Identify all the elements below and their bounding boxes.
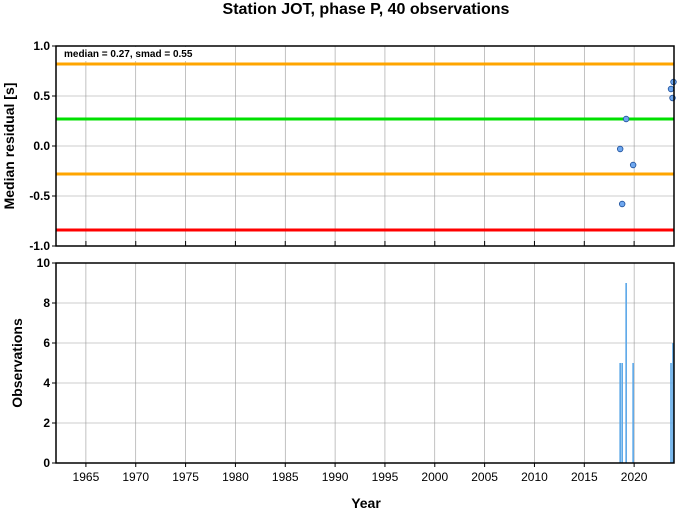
observation-bars [619,283,674,463]
year-tick-label-2015: 2015 [571,470,598,484]
year-tick-label-2020: 2020 [621,470,648,484]
year-tick-label-2005: 2005 [471,470,498,484]
observation-bar-2 [625,283,627,463]
observations-plot-frame [55,262,675,464]
year-tick-label-1965: 1965 [73,470,100,484]
year-tick-label-1970: 1970 [122,470,149,484]
chart-title: Station JOT, phase P, 40 observations [223,1,510,18]
year-tick-label-1985: 1985 [272,470,299,484]
observations-gridlines [56,262,674,464]
residual-y-ticks: 1.0 0.5 0.0 -0.5 -1.0 [29,39,56,253]
residual-ytick-label-3: -0.5 [29,189,50,203]
year-tick-label-1990: 1990 [322,470,349,484]
median-smad-annotation: median = 0.27, smad = 0.55 [64,49,193,60]
residual-ytick-label-0: 1.0 [33,39,50,53]
residual-gridlines [56,45,674,247]
year-tick-label-1995: 1995 [372,470,399,484]
residual-points [616,78,677,208]
observation-bar-1 [621,363,623,463]
observations-ytick-label-3: 6 [43,336,50,350]
year-tick-label-2000: 2000 [421,470,448,484]
observations-panel: 0 2 4 6 8 10 1965 1970 1975 1980 1985 1990 1995 2000… [9,256,675,511]
observations-y-ticks: 0 2 4 6 8 10 [37,256,56,470]
residual-ytick-label-1: 0.5 [33,89,50,103]
reference-lines [56,62,674,232]
year-x-ticks: 1965 1970 1975 1980 1985 1990 1995 2000 2005 2010… [73,463,648,484]
year-tick-label-1980: 1980 [222,470,249,484]
year-tick-label-2010: 2010 [521,470,548,484]
observations-y-axis-label: Observations [9,318,25,408]
residual-point-1 [618,200,626,208]
residual-point-3 [629,161,637,169]
observations-ytick-label-4: 8 [43,296,50,310]
residual-ytick-label-2: 0.0 [33,139,50,153]
residual-y-axis-label: Median residual [s] [1,83,17,210]
observation-bar-0 [619,363,621,463]
observations-ytick-label-1: 2 [43,416,50,430]
residual-ytick-label-4: -1.0 [29,239,50,253]
observation-bar-3 [632,363,634,463]
annotation-box [58,47,230,61]
observations-ytick-label-0: 0 [43,456,50,470]
residual-point-2 [622,115,630,123]
year-tick-label-1975: 1975 [172,470,199,484]
residual-point-4 [667,85,675,93]
observations-ytick-label-5: 10 [37,256,51,270]
observation-bar-5 [672,343,674,463]
observations-ytick-label-2: 4 [43,376,50,390]
observation-bar-4 [670,363,672,463]
residual-point-0 [616,145,624,153]
residual-panel: 1.0 0.5 0.0 -0.5 -1.0 median = 0.27, smad = … [1,39,677,253]
year-x-axis-label: Year [351,495,381,511]
